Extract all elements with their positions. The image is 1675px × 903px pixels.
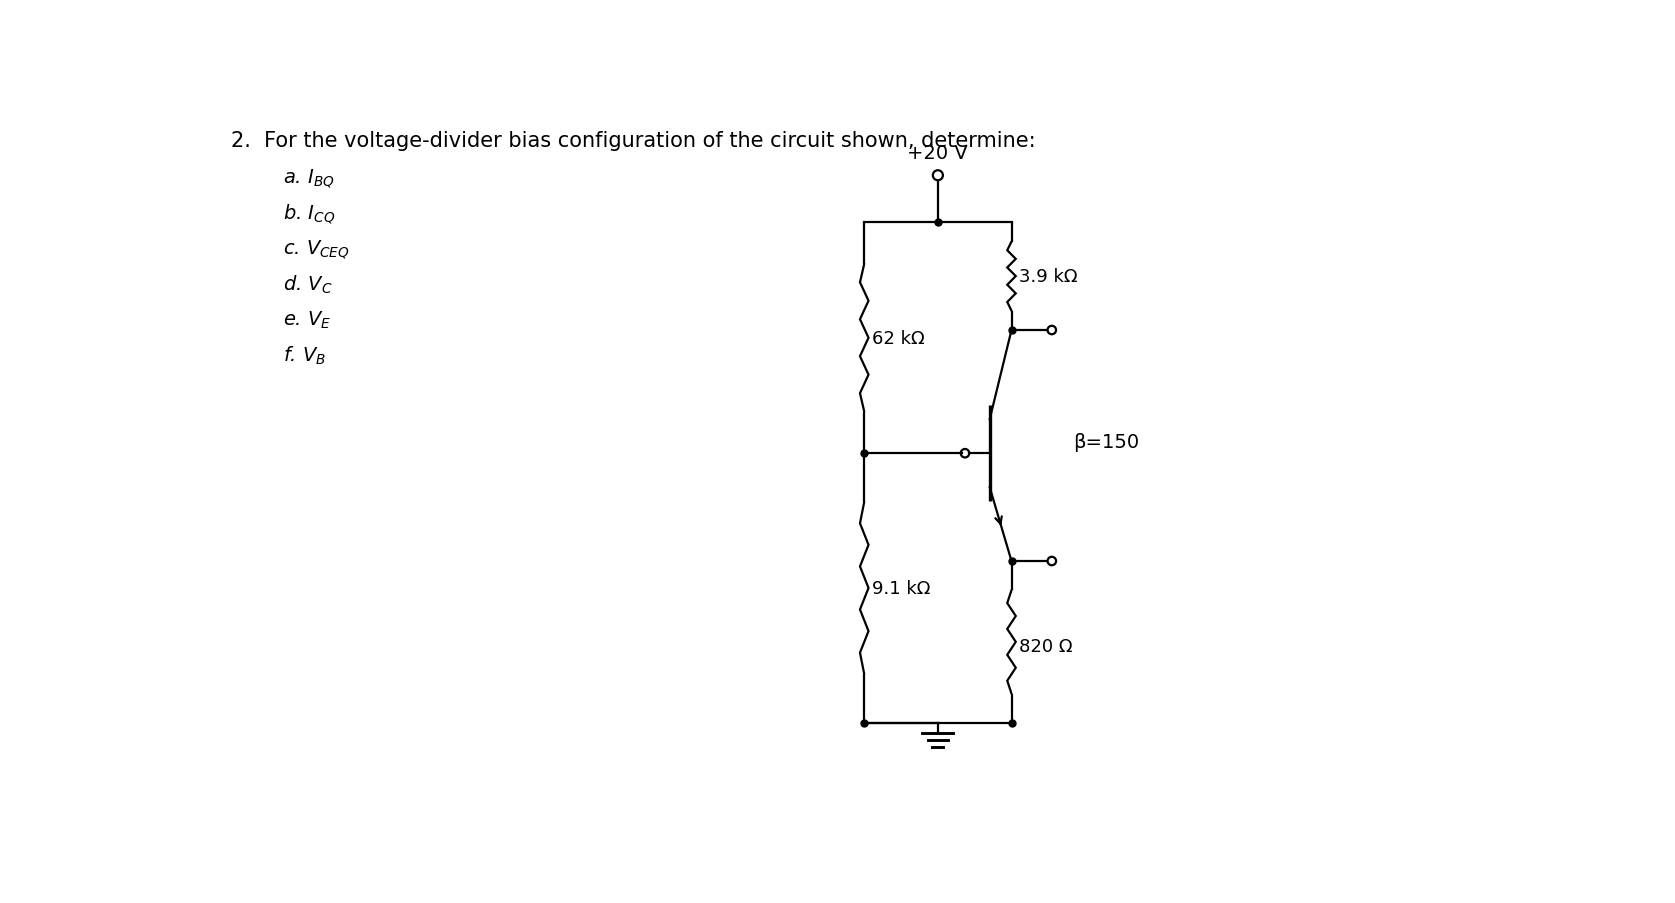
Text: 62 kΩ: 62 kΩ <box>873 330 925 348</box>
Text: 3.9 kΩ: 3.9 kΩ <box>1020 268 1077 285</box>
Text: 9.1 kΩ: 9.1 kΩ <box>873 580 930 597</box>
Text: 820 Ω: 820 Ω <box>1020 637 1072 655</box>
Text: 2.  For the voltage-divider bias configuration of the circuit shown, determine:: 2. For the voltage-divider bias configur… <box>231 131 1035 151</box>
Text: d. $V_C$: d. $V_C$ <box>283 274 333 296</box>
Text: a. $I_{BQ}$: a. $I_{BQ}$ <box>283 168 335 190</box>
Text: f. $V_B$: f. $V_B$ <box>283 344 327 367</box>
Text: β=150: β=150 <box>1074 433 1139 452</box>
Text: c. $V_{CEQ}$: c. $V_{CEQ}$ <box>283 238 350 261</box>
Text: e. $V_E$: e. $V_E$ <box>283 309 332 330</box>
Text: b. $I_{CQ}$: b. $I_{CQ}$ <box>283 203 335 226</box>
Text: +20 V: +20 V <box>908 144 968 163</box>
